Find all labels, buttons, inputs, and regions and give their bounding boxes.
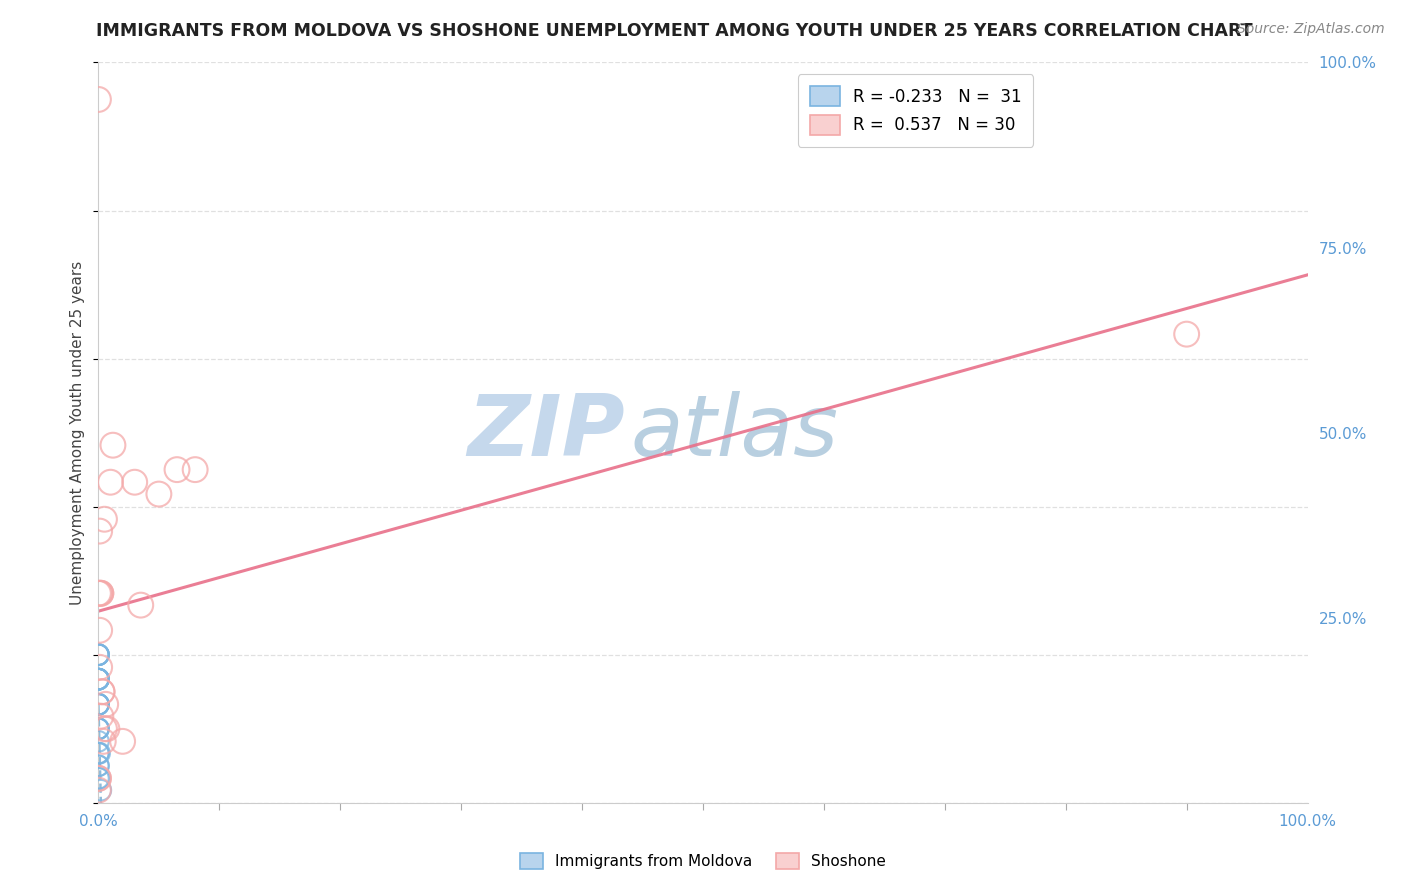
Point <box>148 487 170 501</box>
Point <box>90 709 112 723</box>
Point <box>184 462 207 476</box>
Text: ZIP: ZIP <box>467 391 624 475</box>
Point <box>87 672 110 686</box>
Point <box>90 586 112 600</box>
Point <box>90 783 112 797</box>
Point <box>91 685 114 699</box>
Point <box>96 722 118 736</box>
Point <box>87 672 110 686</box>
Point <box>87 672 110 686</box>
Y-axis label: Unemployment Among Youth under 25 years: Unemployment Among Youth under 25 years <box>70 260 86 605</box>
Point <box>89 586 111 600</box>
Point <box>89 772 111 786</box>
Point <box>89 746 111 760</box>
Point <box>93 512 115 526</box>
Point <box>100 475 122 490</box>
Point <box>87 648 110 662</box>
Point <box>1175 327 1198 342</box>
Point <box>91 734 114 748</box>
Point <box>87 746 110 760</box>
Point <box>89 524 111 538</box>
Text: Source: ZipAtlas.com: Source: ZipAtlas.com <box>1237 22 1385 37</box>
Point <box>87 92 110 106</box>
Point <box>129 598 152 612</box>
Point <box>87 586 110 600</box>
Point <box>87 722 110 736</box>
Text: IMMIGRANTS FROM MOLDOVA VS SHOSHONE UNEMPLOYMENT AMONG YOUTH UNDER 25 YEARS CORR: IMMIGRANTS FROM MOLDOVA VS SHOSHONE UNEM… <box>96 22 1253 40</box>
Point <box>87 648 110 662</box>
Point <box>93 722 115 736</box>
Point <box>87 672 110 686</box>
Point <box>87 772 110 786</box>
Point <box>87 772 110 786</box>
Point <box>87 772 110 786</box>
Point <box>87 672 110 686</box>
Point <box>87 648 110 662</box>
Point <box>87 722 110 736</box>
Point <box>124 475 146 490</box>
Text: atlas: atlas <box>630 391 838 475</box>
Point <box>89 660 111 674</box>
Point <box>87 698 110 712</box>
Point <box>111 734 134 748</box>
Point <box>87 698 110 712</box>
Point <box>87 746 110 760</box>
Point <box>87 758 110 772</box>
Point <box>87 648 110 662</box>
Point <box>87 672 110 686</box>
Legend: R = -0.233   N =  31, R =  0.537   N = 30: R = -0.233 N = 31, R = 0.537 N = 30 <box>799 74 1033 147</box>
Point <box>87 758 110 772</box>
Point <box>87 698 110 712</box>
Legend: Immigrants from Moldova, Shoshone: Immigrants from Moldova, Shoshone <box>515 847 891 875</box>
Point <box>89 624 111 638</box>
Point <box>87 783 110 797</box>
Point <box>90 586 112 600</box>
Point <box>91 685 114 699</box>
Point <box>87 672 110 686</box>
Point <box>87 698 110 712</box>
Point <box>101 438 124 452</box>
Point <box>87 672 110 686</box>
Point <box>87 734 110 748</box>
Point <box>87 648 110 662</box>
Point <box>166 462 188 476</box>
Point <box>87 722 110 736</box>
Point <box>87 698 110 712</box>
Point <box>87 722 110 736</box>
Point <box>94 698 117 712</box>
